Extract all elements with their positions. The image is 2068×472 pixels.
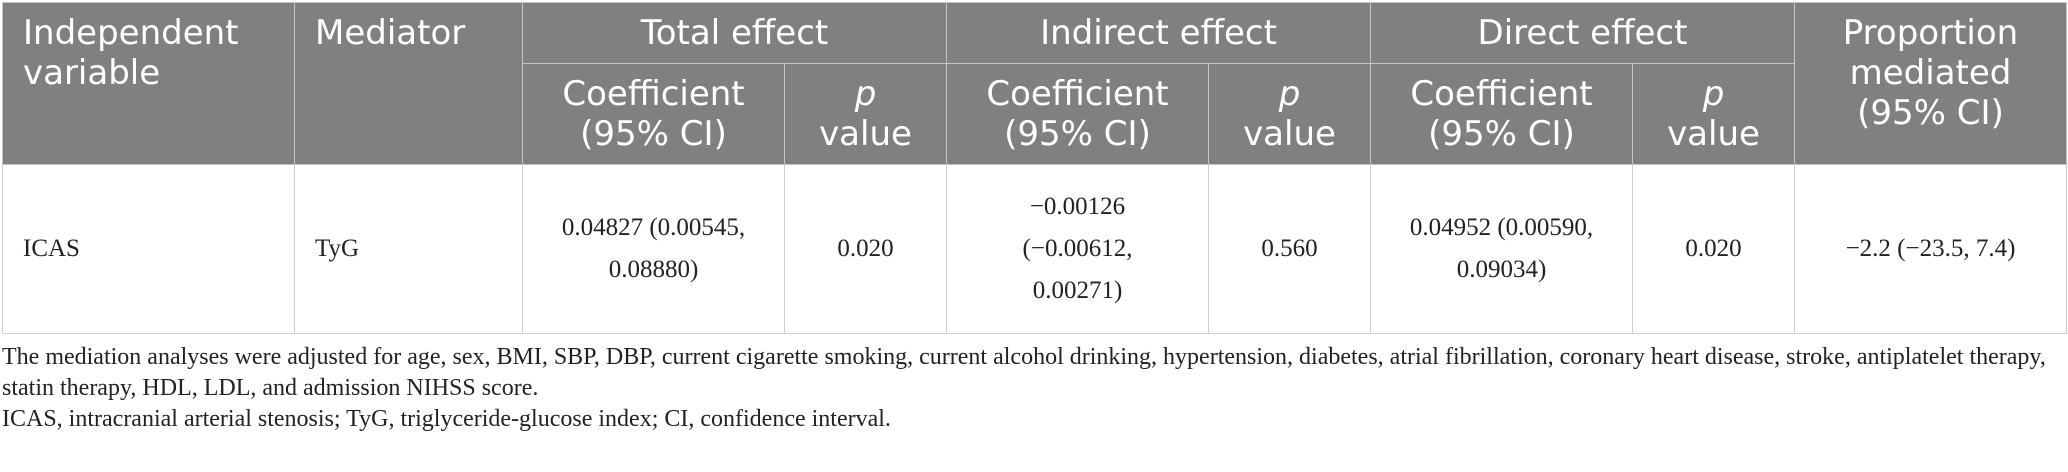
table-footnotes: The mediation analyses were adjusted for… — [2, 342, 2052, 435]
cell-total-p-value: 0.020 — [784, 164, 947, 334]
mediation-table-container: Independent variable Mediator Total effe… — [2, 2, 2067, 435]
header-independent-variable: Independent variable — [2, 2, 295, 165]
mediation-table: Independent variable Mediator Total effe… — [2, 2, 2067, 334]
header-direct-effect: Direct effect — [1370, 2, 1795, 64]
cell-total-coefficient: 0.04827 (0.00545, 0.08880) — [522, 164, 785, 334]
direct-coefficient-text: 0.04952 (0.00590, 0.09034) — [1409, 214, 1594, 283]
p-letter: p — [1702, 74, 1725, 114]
cell-proportion-mediated: −2.2 (−23.5, 7.4) — [1794, 164, 2067, 334]
header-indirect-coefficient: Coefficient (95% CI) — [946, 63, 1209, 165]
cell-mediator: TyG — [294, 164, 523, 334]
footnote-adjustment: The mediation analyses were adjusted for… — [2, 344, 2046, 401]
p-letter: p — [854, 74, 877, 114]
footnote-abbreviations: ICAS, intracranial arterial stenosis; Ty… — [2, 406, 891, 432]
cell-independent-variable: ICAS — [2, 164, 295, 334]
header-total-effect: Total effect — [522, 2, 947, 64]
cell-indirect-p-value: 0.560 — [1208, 164, 1371, 334]
header-indirect-effect: Indirect effect — [946, 2, 1371, 64]
value-word: value — [819, 114, 912, 154]
value-word: value — [1667, 114, 1760, 154]
header-mediator: Mediator — [294, 2, 523, 165]
table-row: ICAS TyG 0.04827 (0.00545, 0.08880) 0.02… — [2, 164, 2067, 334]
header-proportion-mediated: Proportion mediated (95% CI) — [1794, 2, 2067, 165]
value-word: value — [1243, 114, 1336, 154]
header-direct-coefficient: Coefficient (95% CI) — [1370, 63, 1633, 165]
cell-indirect-coefficient: −0.00126 (−0.00612, 0.00271) — [946, 164, 1209, 334]
header-row-1: Independent variable Mediator Total effe… — [2, 2, 2067, 165]
header-row-2: Coefficient (95% CI) p value Coefficient… — [3, 63, 2067, 165]
cell-direct-coefficient: 0.04952 (0.00590, 0.09034) — [1370, 164, 1633, 334]
indirect-coefficient-text: −0.00126 (−0.00612, 0.00271) — [1022, 193, 1133, 304]
total-coefficient-text: 0.04827 (0.00545, 0.08880) — [561, 214, 746, 283]
header-direct-p-value: p value — [1632, 63, 1795, 165]
p-letter: p — [1278, 74, 1301, 114]
header-total-coefficient: Coefficient (95% CI) — [522, 63, 785, 165]
header-indirect-p-value: p value — [1208, 63, 1371, 165]
header-total-p-value: p value — [784, 63, 947, 165]
cell-direct-p-value: 0.020 — [1632, 164, 1795, 334]
